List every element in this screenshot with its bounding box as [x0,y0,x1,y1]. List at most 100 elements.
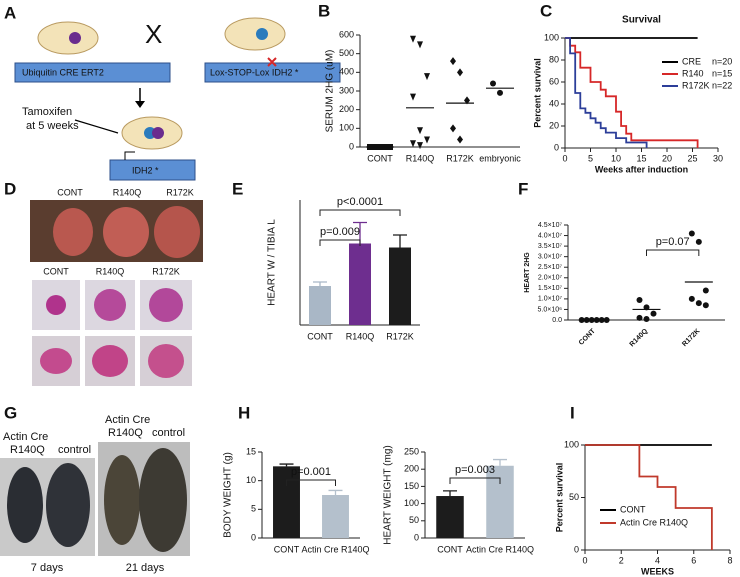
mouse [46,463,90,547]
error-bar [493,458,507,466]
x-tick-label: R172K [386,331,414,341]
point [424,73,430,81]
y-tick-label: 200 [339,104,354,114]
point [424,136,430,144]
y-tick-label: 40 [549,98,559,108]
mouse-organ [256,28,268,40]
p-value: p=0.07 [656,236,690,248]
error-bar [279,463,294,467]
point [417,41,423,49]
point [688,230,695,237]
promoter-arrow [124,151,135,160]
y-tick-label: 1.0×10⁷ [538,296,563,303]
box-label: IDH2 * [132,165,159,175]
photo-label: CONT [57,187,83,197]
point [490,80,496,87]
x-tick-label: R172K [446,153,474,163]
x-tick-label: CONT [437,544,463,554]
y-tick-label: 100 [404,498,419,508]
bar [322,495,349,538]
y-tick-label: 10 [246,475,256,485]
y-axis-label: HEART WEIGHT (mg) [383,445,394,544]
survival-line [585,444,713,550]
x-tick-label: Actin Cre R140Q [301,544,369,554]
y-tick-label: 0 [554,142,559,152]
x-axis-label: WEEKS [641,566,674,576]
legend-label: Actin Cre R140Q [620,517,688,527]
y-tick-label: 250 [404,446,419,456]
gene-box [109,159,196,181]
x-tick-label: CONT [578,327,597,346]
p-value: p=0.001 [291,466,331,478]
x-tick-label: Actin Cre R140Q [466,544,534,554]
photos-g [0,442,190,556]
y-tick-label: 0 [349,141,354,151]
y-tick-label: 4.0×10⁷ [538,232,563,239]
point [457,135,463,144]
x-tick-label: R140Q [406,153,435,163]
point [497,89,503,96]
survival-line [565,37,699,148]
y-axis-label: SERUM 2HG (uM) [325,50,336,133]
y-tick-label: 600 [339,29,354,39]
panel-label: D [4,179,16,198]
point [450,124,456,133]
panel-label: A [4,3,16,22]
x-tick-label: CONT [307,331,333,341]
photo-label: CONT [43,266,69,276]
point [417,127,423,135]
y-tick-label: 4.5×10⁷ [538,222,563,229]
y-tick-label: 0.0 [552,317,562,324]
section [40,348,72,374]
y-tick-label: 3.0×10⁷ [538,254,563,261]
error-bar [393,234,407,248]
point [410,140,416,148]
x-axis-label: Weeks after induction [595,164,688,174]
legend-label: R140 [682,68,704,78]
arrow-head [135,101,145,108]
diagram-a [14,17,341,181]
y-tick-label: 5 [251,504,256,514]
photos-d [30,200,203,386]
photo-label: R140Q [108,427,143,439]
point [643,315,650,322]
point [450,57,456,66]
photo-label: control [152,427,185,439]
bar [486,465,514,538]
photo-label: Actin Cre [3,431,48,443]
bar [273,466,300,538]
y-axis-label: BODY WEIGHT (g) [223,452,234,538]
x-tick-label: 0 [582,555,587,565]
excision-mark [267,57,277,67]
mouse [139,448,187,552]
y-tick-label: 3.5×10⁷ [538,243,563,250]
point [695,238,702,245]
panel-label: B [318,1,330,20]
heart [103,207,149,257]
y-tick-label: 100 [339,123,354,133]
x-tick-label: 8 [727,555,732,565]
x-tick-label: CONT [367,153,393,163]
x-tick-label: 6 [691,555,696,565]
panel-label: E [232,179,243,198]
point [410,35,416,43]
y-tick-label: 100 [544,32,559,42]
legend-n: n=15 [712,68,732,78]
point [643,304,650,311]
y-tick-label: 5.0×10⁶ [538,306,563,313]
error-bar [313,281,327,286]
y-tick-label: 80 [549,54,559,64]
heart [53,208,93,256]
section [148,344,184,378]
x-tick-label: 4 [655,555,660,565]
y-axis-label: HEART W / TIBIA L [267,219,278,306]
y-axis-label: HEART 2HG [524,252,531,293]
treatment: at 5 weeks [26,120,79,132]
photo-label: R172K [166,187,194,197]
y-axis-label: Percent survival [532,58,542,128]
x-tick-label: CONT [274,544,300,554]
point [636,296,643,303]
point [702,287,709,294]
p-value: p=0.003 [455,464,495,476]
point [410,93,416,101]
